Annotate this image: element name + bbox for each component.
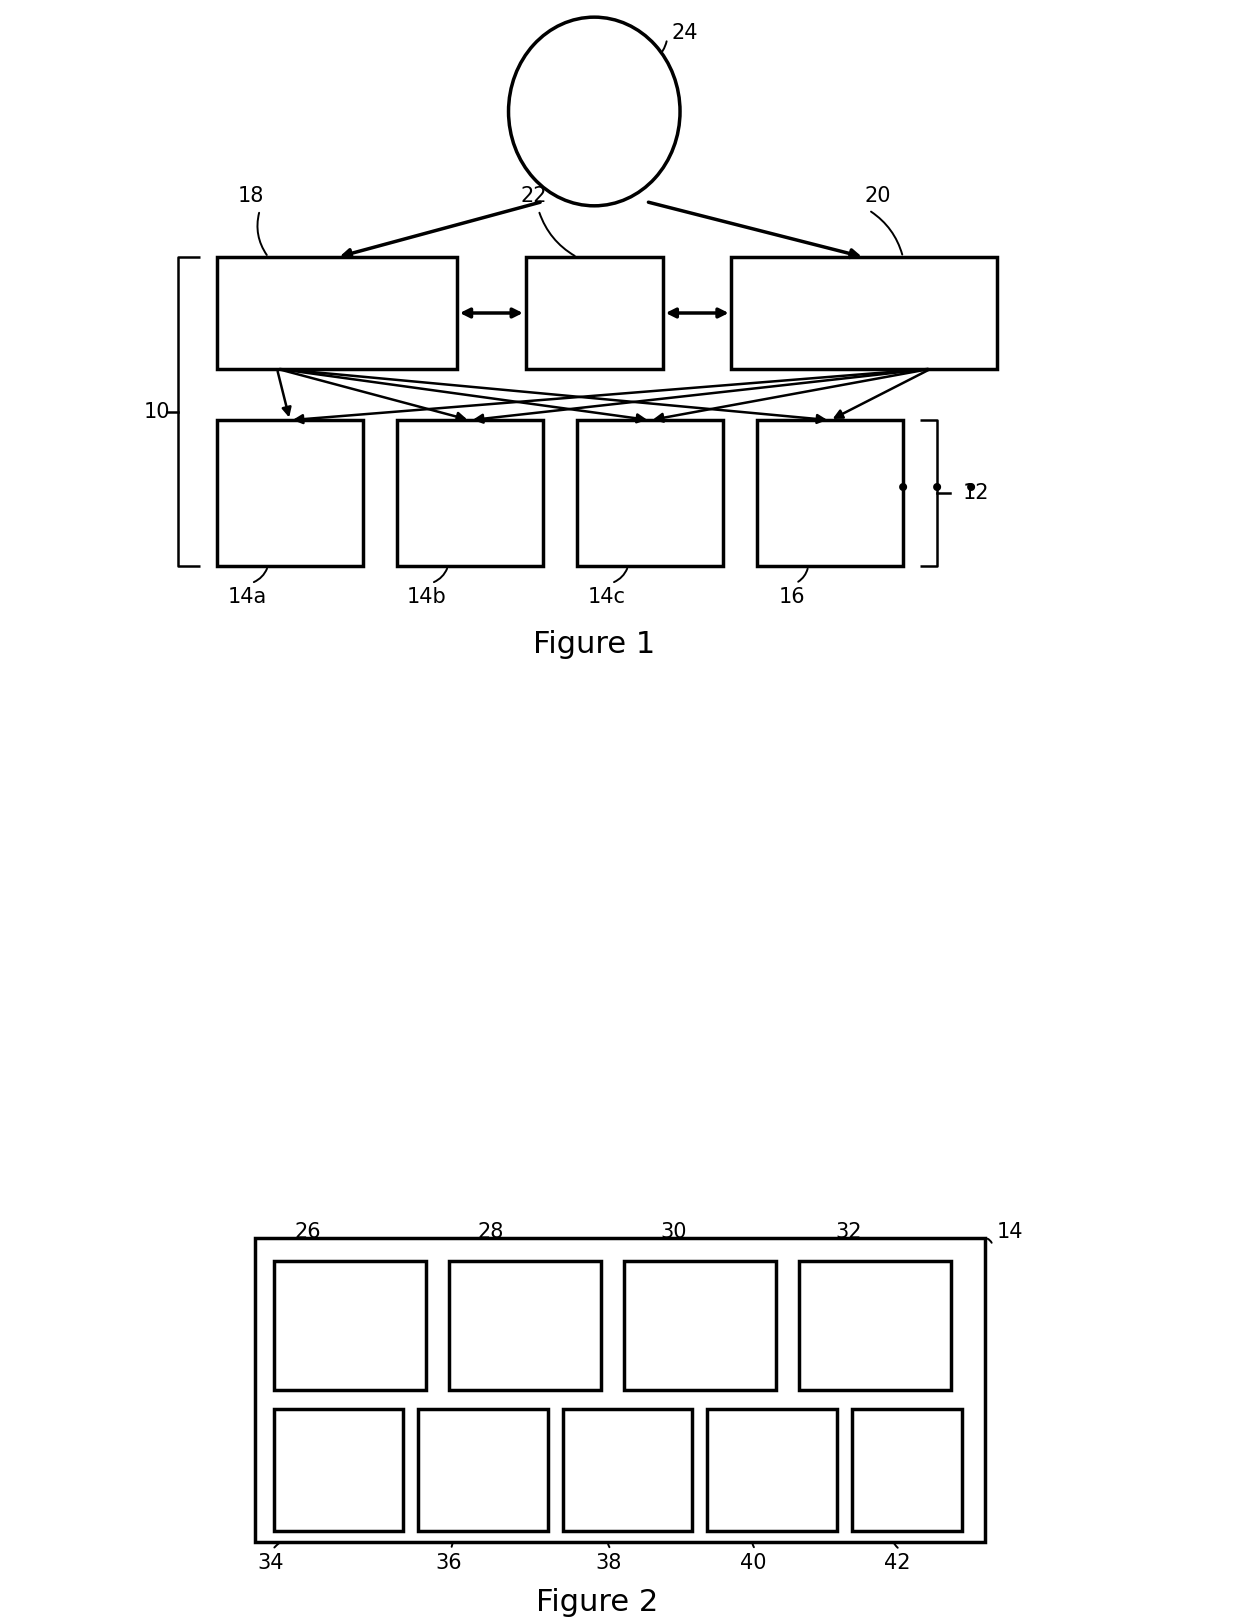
Text: 12: 12	[963, 484, 990, 503]
FancyBboxPatch shape	[274, 1260, 427, 1390]
Text: 30: 30	[660, 1222, 687, 1241]
FancyBboxPatch shape	[577, 421, 723, 566]
Text: 42: 42	[884, 1553, 911, 1573]
FancyBboxPatch shape	[732, 257, 997, 369]
Text: 40: 40	[740, 1553, 766, 1573]
Text: 36: 36	[435, 1553, 463, 1573]
FancyBboxPatch shape	[217, 257, 458, 369]
Text: 22: 22	[521, 186, 548, 205]
Text: 26: 26	[295, 1222, 321, 1241]
Text: 14b: 14b	[407, 587, 446, 607]
FancyBboxPatch shape	[217, 421, 363, 566]
FancyBboxPatch shape	[624, 1260, 776, 1390]
Text: 14a: 14a	[227, 587, 267, 607]
Text: •  •  •: • • •	[895, 474, 980, 503]
FancyBboxPatch shape	[449, 1260, 601, 1390]
Text: 28: 28	[477, 1222, 503, 1241]
FancyBboxPatch shape	[563, 1409, 692, 1531]
Text: 20: 20	[864, 186, 890, 205]
FancyBboxPatch shape	[708, 1409, 837, 1531]
Text: 18: 18	[238, 186, 264, 205]
FancyBboxPatch shape	[526, 257, 663, 369]
FancyBboxPatch shape	[758, 421, 903, 566]
Ellipse shape	[508, 18, 680, 205]
FancyBboxPatch shape	[799, 1260, 951, 1390]
Text: 14c: 14c	[588, 587, 626, 607]
FancyBboxPatch shape	[852, 1409, 962, 1531]
Text: 14: 14	[997, 1222, 1023, 1241]
FancyBboxPatch shape	[274, 1409, 403, 1531]
Text: 24: 24	[671, 23, 698, 44]
Text: 32: 32	[835, 1222, 862, 1241]
Text: 34: 34	[257, 1553, 284, 1573]
Text: Figure 2: Figure 2	[536, 1587, 658, 1616]
FancyBboxPatch shape	[418, 1409, 548, 1531]
FancyBboxPatch shape	[255, 1238, 985, 1542]
Text: 38: 38	[595, 1553, 621, 1573]
FancyBboxPatch shape	[397, 421, 543, 566]
Text: 16: 16	[779, 587, 805, 607]
Text: 10: 10	[144, 401, 170, 422]
Text: Figure 1: Figure 1	[533, 631, 656, 659]
